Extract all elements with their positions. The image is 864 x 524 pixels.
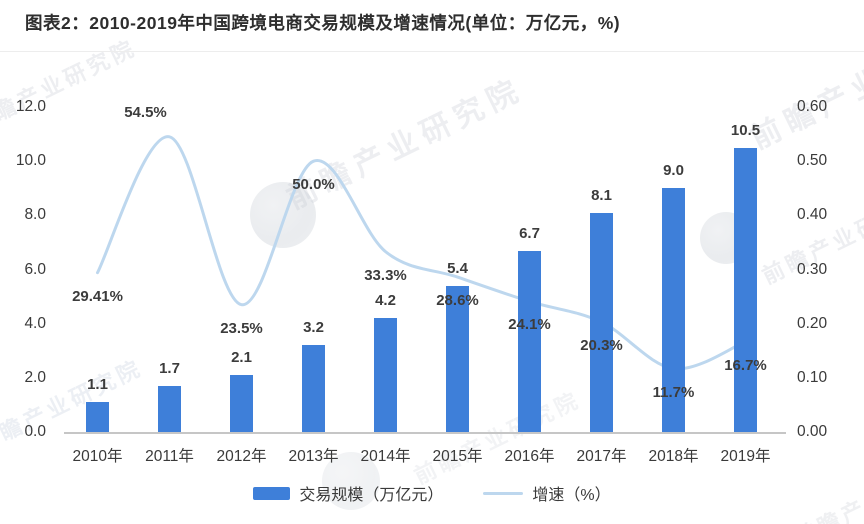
growth-rate-label: 50.0% [292,176,335,194]
right-axis-tick: 0.50 [797,152,828,170]
x-axis-label: 2014年 [360,448,411,465]
left-axis-tick: 2.0 [24,368,46,386]
left-axis-tick: 0.0 [24,423,46,440]
right-axis-tick: 0.40 [797,206,828,224]
growth-rate-label: 54.5% [124,103,167,121]
x-axis-label: 2015年 [432,448,483,465]
right-axis-tick: 0.20 [797,314,828,332]
x-axis-label: 2010年 [72,448,123,465]
growth-rate-label: 28.6% [436,292,479,310]
legend-item-transaction-scale: 交易规模（万亿元） [253,481,443,505]
growth-rate-label: 20.3% [580,337,623,355]
right-axis-tick: 0.10 [797,368,828,386]
bar-2016年 [518,250,541,432]
growth-rate-label: 24.1% [508,316,551,334]
x-axis-label: 2012年 [216,448,267,465]
legend-label: 交易规模（万亿元） [299,487,444,504]
bar-value-label: 1.1 [87,376,108,394]
x-axis-label: 2019年 [720,448,771,465]
growth-rate-label: 16.7% [724,356,767,374]
bar-value-label: 4.2 [375,292,396,310]
x-axis-label: 2018年 [648,448,699,465]
bar-2019年 [734,147,757,432]
right-axis-tick: 0.00 [797,423,828,440]
bar-2017年 [590,212,613,432]
bar-2010年 [86,402,109,432]
growth-rate-label: 23.5% [220,319,263,337]
chart-title: 图表2：2010-2019年中国跨境电商交易规模及增速情况(单位：万亿元，%) [25,13,621,33]
bar-value-label: 2.1 [231,349,252,367]
right-axis-tick: 0.30 [797,260,828,278]
bar-value-label: 6.7 [519,224,540,242]
bar-value-label: 8.1 [591,186,612,204]
bar-2013年 [302,345,325,432]
bar-value-label: 5.4 [447,259,468,277]
header-divider [0,51,864,52]
growth-rate-label: 33.3% [364,266,407,284]
left-axis-tick: 10.0 [15,152,46,170]
line-swatch-icon [483,491,524,495]
bar-2018年 [662,188,685,432]
x-axis-label: 2013年 [288,448,339,465]
bar-swatch-icon [253,486,291,500]
growth-rate-label: 11.7% [652,383,695,401]
left-axis-tick: 8.0 [24,206,46,224]
bar-value-label: 3.2 [303,319,324,337]
bar-2011年 [158,385,181,432]
bar-2014年 [374,318,397,432]
left-axis-tick: 4.0 [24,314,46,332]
bar-2012年 [230,375,253,432]
bar-2015年 [446,285,469,432]
x-axis-label: 2017年 [576,448,627,465]
x-axis-label: 2011年 [145,448,194,465]
left-axis-tick: 12.0 [15,98,46,115]
left-axis-tick: 6.0 [24,260,46,278]
legend: 交易规模（万亿元） 增速（%） [0,481,864,505]
bar-value-label: 9.0 [663,162,684,180]
right-axis-tick: 0.60 [797,98,828,115]
legend-item-growth-rate: 增速（%） [483,481,611,505]
bar-value-label: 1.7 [159,359,180,377]
legend-label: 增速（%） [532,487,611,504]
x-axis-line [64,432,786,434]
bar-value-label: 10.5 [730,121,761,139]
growth-rate-label: 29.41% [72,287,123,305]
x-axis-label: 2016年 [504,448,555,465]
